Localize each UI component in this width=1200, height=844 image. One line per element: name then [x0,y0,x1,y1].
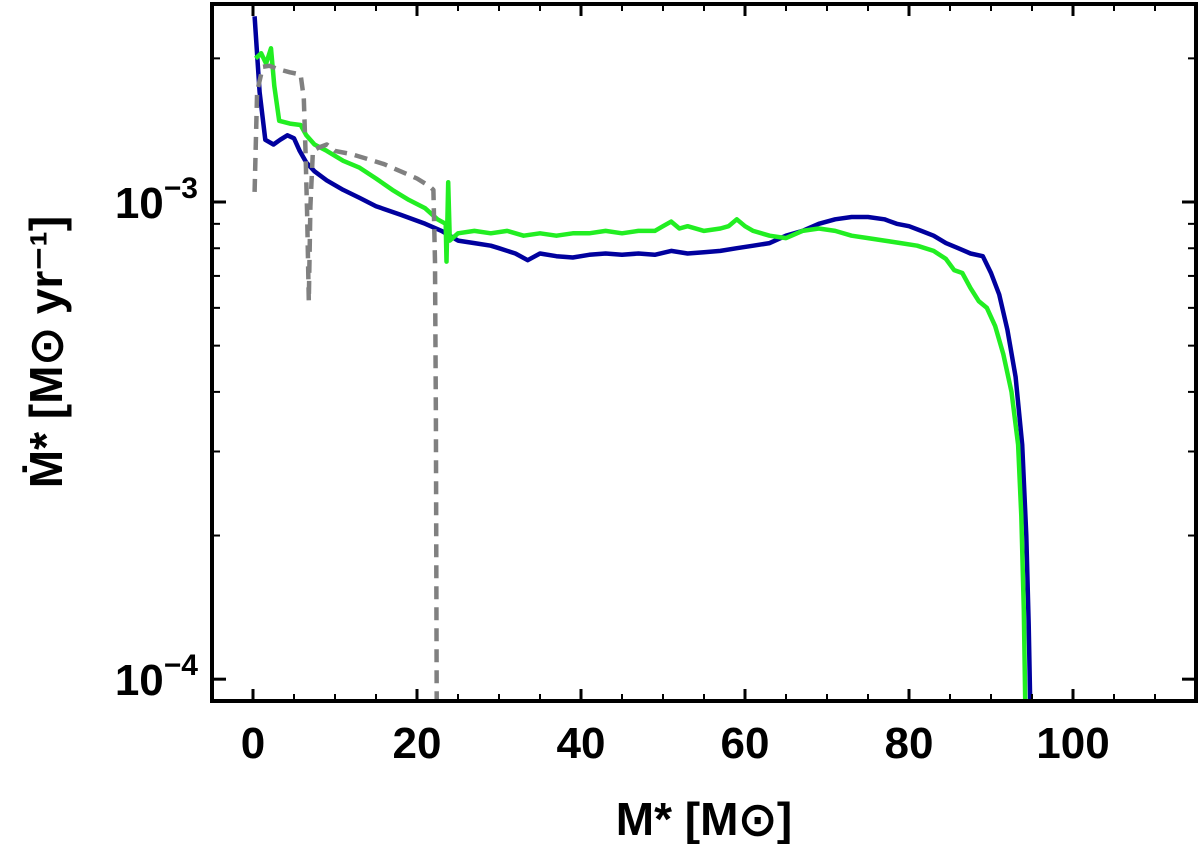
y-tick-label: 10−4 [115,649,198,705]
series-layer [252,16,1033,701]
x-tick-label: 80 [885,719,934,768]
series-line-2 [253,46,1028,701]
y-ticks: 10−3 10−4 [115,57,1196,705]
x-tick-label: 0 [241,719,265,768]
x-tick-label: 20 [393,719,442,768]
x-tick-label: 40 [557,719,606,768]
x-ticks: 0 20 40 60 80 100 [211,4,1197,768]
x-tick-label: 60 [721,719,770,768]
y-axis-label: Ṁ* [M⊙ yr⁻¹] [20,216,72,488]
x-axis-label: M* [M⊙] [616,793,793,844]
y-tick-label: 10−3 [115,172,198,228]
plot-frame [210,2,1198,703]
x-tick-label: 100 [1036,719,1109,768]
series-line-1 [252,16,1033,701]
